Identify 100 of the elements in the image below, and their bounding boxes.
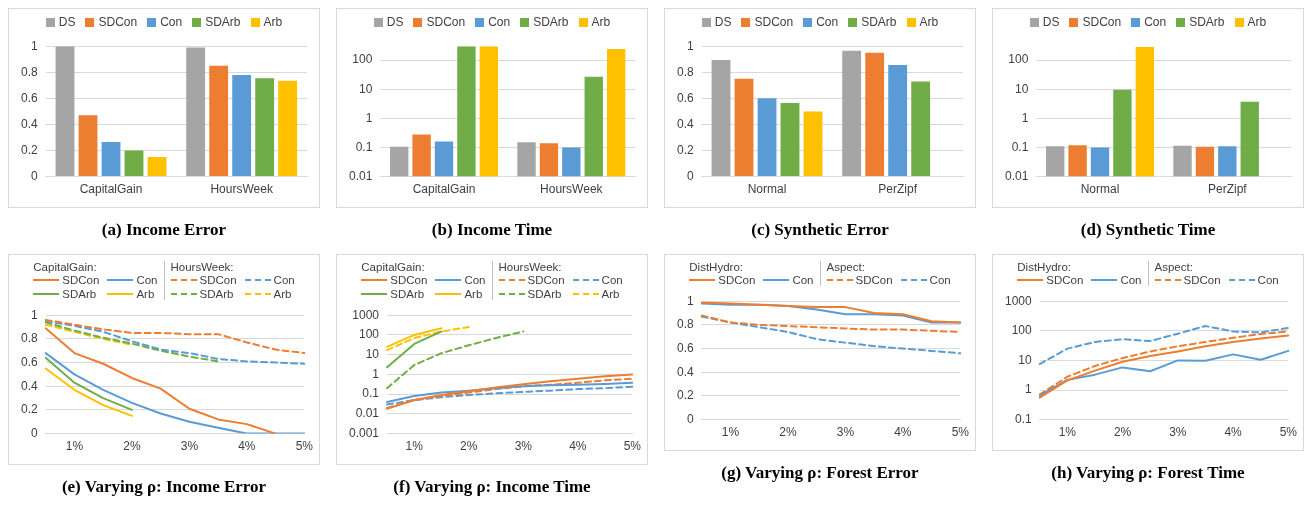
x-tick-label: 4% xyxy=(894,425,912,440)
y-tick-label: 1 xyxy=(365,110,373,125)
y-tick-label: 0.001 xyxy=(349,425,380,440)
legend-label: Con xyxy=(136,274,158,286)
legend-label: Arb xyxy=(1247,15,1267,29)
y-tick-label: 1 xyxy=(372,366,380,381)
y-tick-label: 1000 xyxy=(1004,293,1033,308)
y-tick-label: 10 xyxy=(365,346,380,361)
y-tick-label: 0.2 xyxy=(676,388,694,403)
bar xyxy=(842,50,862,177)
x-tick-label: 2% xyxy=(1113,425,1132,440)
x-tick-label: 5% xyxy=(1279,425,1298,440)
line-series xyxy=(44,318,306,355)
bar xyxy=(911,81,931,177)
text: CapitalGain: xyxy=(361,261,426,273)
legend-label: Con xyxy=(929,274,951,286)
y-tick-label: 0 xyxy=(30,168,38,183)
y-tick-label: 0.8 xyxy=(676,317,694,332)
legend-label: SDCon xyxy=(390,274,428,286)
legend-label: Arb xyxy=(919,15,939,29)
legend-label: Arb xyxy=(464,288,483,300)
bar xyxy=(865,52,885,177)
y-tick-label: 0.6 xyxy=(676,340,694,355)
y-tick-label: 1 xyxy=(686,293,694,308)
legend-label: Arb xyxy=(601,288,620,300)
legend-label: Con xyxy=(464,274,486,286)
y-tick-label: 0 xyxy=(686,168,694,183)
y-tick-label: 0.4 xyxy=(20,116,38,131)
text: Aspect: xyxy=(1154,261,1194,273)
y-tick-label: 1000 xyxy=(352,307,380,322)
y-tick-label: 100 xyxy=(352,52,373,67)
legend-label: SDCon xyxy=(754,15,794,29)
y-tick-label: 0.6 xyxy=(20,90,38,105)
text: (e) Varying ρ: Income Error xyxy=(60,477,268,497)
x-tick-label: CapitalGain xyxy=(79,182,143,197)
bar xyxy=(147,157,167,177)
y-tick-label: 0.4 xyxy=(676,116,694,131)
legend-label: SDCon xyxy=(855,274,893,286)
x-tick-label: 1% xyxy=(721,425,740,440)
y-tick-label: 0.01 xyxy=(355,406,380,421)
text: (f) Varying ρ: Income Time xyxy=(392,477,592,497)
bar xyxy=(186,47,206,177)
y-tick-label: 10 xyxy=(1018,352,1033,367)
legend-label: DS xyxy=(58,15,76,29)
text: HoursWeek: xyxy=(170,261,235,273)
x-tick-label: 3% xyxy=(514,439,533,454)
y-tick-label: 0.1 xyxy=(362,386,380,401)
legend-label: Con xyxy=(816,15,839,29)
line-series xyxy=(44,321,220,363)
text: DistHydro: xyxy=(689,261,744,273)
y-tick-label: 10 xyxy=(1015,81,1029,96)
x-tick-label: 5% xyxy=(951,425,970,440)
y-tick-label: 0.8 xyxy=(20,331,38,346)
y-tick-label: 0.01 xyxy=(349,168,373,183)
legend-label: SDCon xyxy=(98,15,138,29)
line-series xyxy=(386,326,470,352)
bar xyxy=(734,78,754,177)
x-tick-label: 3% xyxy=(1169,425,1187,440)
legend-label: Arb xyxy=(591,15,611,29)
legend-label: SDArb xyxy=(527,288,562,300)
bar xyxy=(711,59,731,177)
x-tick-label: Normal xyxy=(1080,182,1120,197)
y-tick-label: 0.2 xyxy=(20,402,38,417)
text: CapitalGain: xyxy=(33,261,98,273)
legend-label: SDCon xyxy=(426,15,466,29)
y-tick-label: 100 xyxy=(359,327,380,342)
legend-label: SDArb xyxy=(205,15,241,29)
legend-label: Arb xyxy=(273,288,292,300)
y-tick-label: 10 xyxy=(359,81,373,96)
bar xyxy=(209,65,229,177)
line-series xyxy=(700,315,962,355)
y-tick-label: 1 xyxy=(30,307,38,322)
line-series xyxy=(44,323,133,346)
x-tick-label: 1% xyxy=(65,439,84,454)
legend-label: SDArb xyxy=(533,15,569,29)
legend-label: SDCon xyxy=(62,274,100,286)
x-tick-label: PerZipf xyxy=(878,182,918,197)
x-tick-label: 4% xyxy=(1224,425,1243,440)
text: (c) Synthetic Error xyxy=(750,220,890,240)
y-tick-label: 0 xyxy=(30,425,38,440)
bar xyxy=(78,115,98,177)
legend-label: Con xyxy=(273,274,295,286)
y-tick-label: 0.8 xyxy=(676,64,694,79)
y-tick-label: 0.6 xyxy=(20,354,38,369)
text: (a) Income Error xyxy=(100,220,228,240)
x-tick-label: CapitalGain xyxy=(412,182,476,197)
legend-label: SDArb xyxy=(199,288,234,300)
y-tick-label: 0.1 xyxy=(1015,411,1033,426)
legend-label: Arb xyxy=(136,288,155,300)
bar xyxy=(803,111,823,177)
x-tick-label: 1% xyxy=(1058,425,1077,440)
x-tick-label: PerZipf xyxy=(1208,182,1248,197)
legend-label: SDCon xyxy=(199,274,237,286)
legend-label: DS xyxy=(386,15,404,29)
legend-label: SDArb xyxy=(1189,15,1225,29)
bar xyxy=(101,142,121,177)
x-tick-label: 5% xyxy=(295,439,314,454)
y-tick-label: 0.4 xyxy=(676,364,694,379)
y-tick-label: 1 xyxy=(30,38,38,53)
x-tick-label: 4% xyxy=(569,439,587,454)
